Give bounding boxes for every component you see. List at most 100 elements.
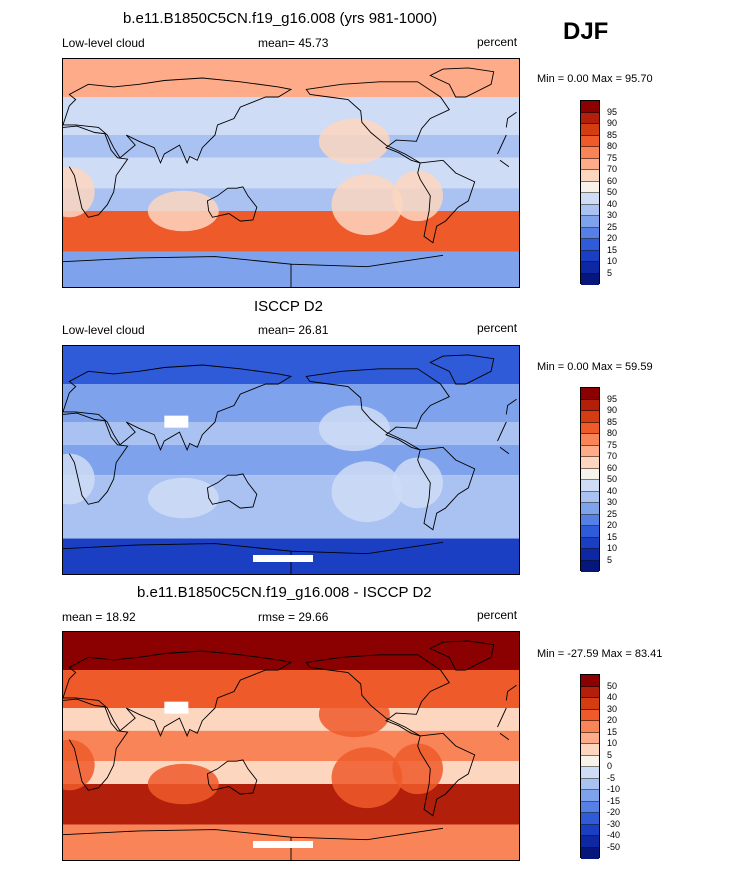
colorbar-swatch — [581, 422, 599, 434]
colorbar-swatch — [581, 411, 599, 423]
panel3-units: percent — [477, 608, 518, 622]
colorbar-tick-label: -10 — [607, 784, 621, 794]
colorbar-swatch — [581, 193, 599, 205]
colorbar-tick-label: 50 — [607, 187, 618, 197]
colorbar-swatch — [581, 491, 599, 503]
stratocumulus-region — [318, 118, 390, 165]
colorbar-tick-label: 95 — [607, 106, 618, 117]
region-band-southern-ocean — [63, 211, 519, 252]
panel3-minmax: Min = -27.59 Max = 83.41 — [537, 648, 663, 660]
colorbar-swatch — [581, 549, 599, 561]
colorbar-swatch — [581, 744, 599, 756]
stratocumulus-region — [147, 763, 219, 805]
colorbar-swatch — [581, 445, 599, 457]
colorbar-swatch — [581, 273, 599, 285]
stratocumulus-region — [63, 453, 95, 505]
coastline-south-america — [417, 446, 476, 531]
colorbar-swatch — [581, 181, 599, 193]
region-band-north-midlat — [63, 384, 519, 422]
panel2-colorbar — [580, 387, 600, 572]
colorbar-swatch — [581, 170, 599, 182]
coastline-eurasia — [63, 364, 517, 452]
colorbar-tick-label: 80 — [607, 428, 618, 438]
colorbar-tick-label: 40 — [607, 198, 618, 209]
colorbar-tick-label: 20 — [607, 233, 618, 243]
panel3-colorbar — [580, 674, 600, 859]
region-band-tropics — [63, 730, 519, 762]
stratocumulus-region — [392, 170, 443, 222]
panel1-map — [62, 58, 520, 288]
stratocumulus-region — [63, 739, 95, 791]
colorbar-swatch — [581, 755, 599, 767]
region-band-subtropics — [63, 761, 519, 784]
colorbar-tick-label: 75 — [607, 152, 618, 163]
region-band-tropics — [63, 444, 519, 476]
coastline-australia — [206, 473, 258, 509]
stratocumulus-region — [392, 457, 443, 509]
region-band-subtropics — [63, 475, 519, 498]
colorbar-tick-label: 95 — [607, 393, 618, 404]
region-band-arctic — [63, 346, 519, 384]
colorbar-swatch — [581, 147, 599, 159]
colorbar-tick-label: 50 — [607, 474, 618, 484]
panel3-title: b.e11.B1850C5CN.f19_g16.008 - ISCCP D2 — [137, 584, 432, 601]
colorbar-tick-label: 15 — [607, 726, 618, 737]
colorbar-swatch — [581, 778, 599, 790]
colorbar-tick-label: 60 — [607, 175, 618, 186]
stratocumulus-region — [392, 743, 443, 795]
colorbar-tick-label: 5 — [607, 749, 613, 760]
colorbar-tick-label: 15 — [607, 244, 618, 255]
map-svg — [63, 346, 519, 574]
region-band-subtropics — [63, 422, 519, 445]
region-band-subtropics — [63, 708, 519, 731]
colorbar-tick-label: -5 — [607, 772, 616, 783]
colorbar-swatch — [581, 158, 599, 170]
colorbar-swatch — [581, 468, 599, 480]
colorbar-tick-label: 80 — [607, 141, 618, 151]
colorbar-swatch — [581, 514, 599, 526]
panel2-units: percent — [477, 321, 518, 335]
colorbar-swatch — [581, 227, 599, 239]
panel2-map — [62, 345, 520, 575]
colorbar-swatch — [581, 847, 599, 859]
stratocumulus-region — [63, 166, 95, 218]
colorbar-swatch — [581, 767, 599, 779]
colorbar-swatch — [581, 836, 599, 848]
coastline-africa — [63, 125, 510, 218]
missing-data-patch — [253, 555, 313, 562]
colorbar-tick-label: 70 — [607, 451, 618, 461]
stratocumulus-region — [147, 190, 219, 232]
region-band-tropics — [63, 157, 519, 189]
colorbar-swatch — [581, 101, 599, 113]
colorbar-swatch — [581, 675, 599, 687]
coastline-australia — [206, 759, 258, 795]
colorbar-tick-label: 0 — [607, 761, 613, 771]
colorbar-tick-label: 25 — [607, 221, 618, 232]
colorbar-tick-label: 85 — [607, 129, 618, 140]
colorbar-swatch — [581, 434, 599, 446]
map-svg — [63, 632, 519, 860]
colorbar-tick-label: -40 — [607, 830, 621, 840]
panel2-left-label: Low-level cloud — [62, 323, 145, 337]
colorbar-swatch — [581, 824, 599, 836]
region-band-southern-ocean — [63, 784, 519, 825]
stratocumulus-region — [318, 405, 390, 452]
region-band-subtropics — [63, 188, 519, 211]
coastline-north-america — [305, 368, 450, 451]
colorbar-tick-label: 25 — [607, 508, 618, 519]
colorbar-tick-label: 90 — [607, 405, 618, 415]
colorbar-swatch — [581, 709, 599, 721]
coastline-greenland — [429, 67, 495, 98]
panel1-units: percent — [477, 35, 518, 49]
panel2-minmax: Min = 0.00 Max = 59.59 — [537, 361, 653, 373]
colorbar-swatch — [581, 480, 599, 492]
coastline-greenland — [429, 354, 495, 385]
missing-data-patch — [253, 841, 313, 848]
colorbar-tick-label: 40 — [607, 692, 618, 702]
colorbar-tick-label: 90 — [607, 118, 618, 128]
colorbar-tick-label: 10 — [607, 738, 618, 748]
colorbar-tick-label: 20 — [607, 520, 618, 530]
panel1-title: b.e11.B1850C5CN.f19_g16.008 (yrs 981-100… — [123, 10, 438, 27]
missing-data-patch — [164, 701, 189, 714]
region-band-arctic — [63, 632, 519, 670]
